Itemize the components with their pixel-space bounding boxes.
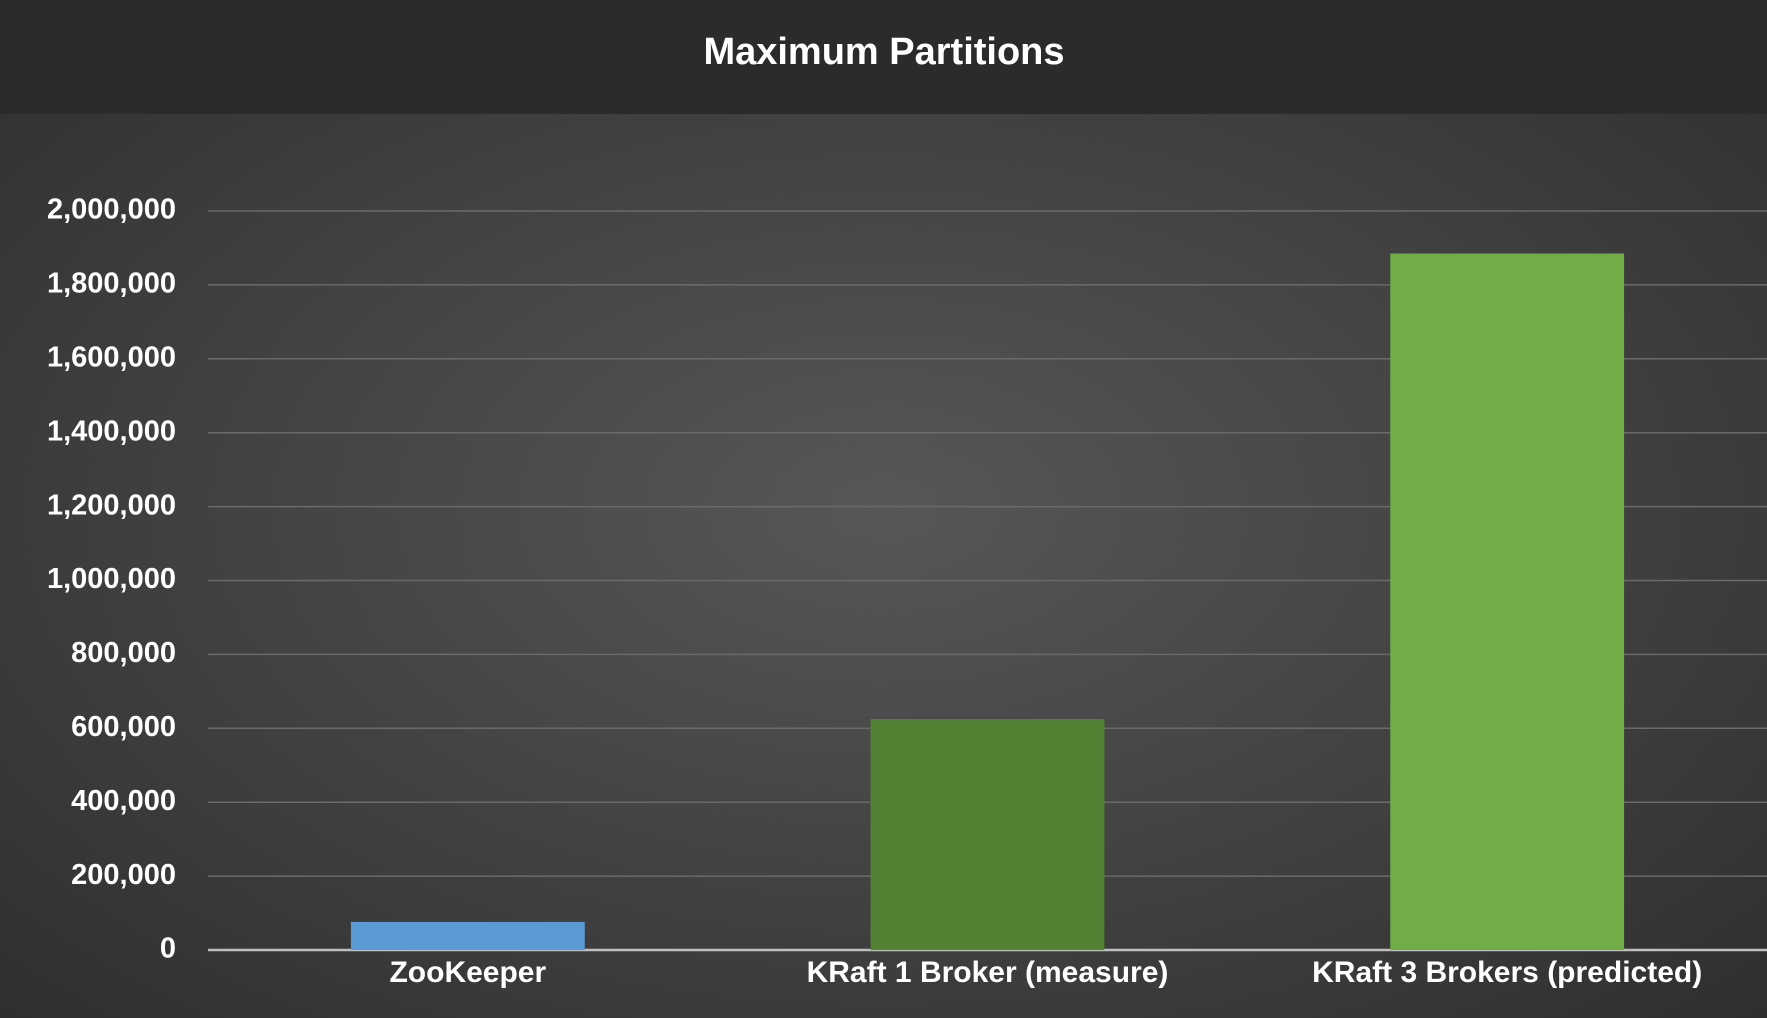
bar <box>870 719 1105 950</box>
x-tick-label: ZooKeeper <box>389 956 546 989</box>
y-tick-label: 1,400,000 <box>47 415 176 447</box>
bar <box>350 921 585 950</box>
y-tick-label: 1,800,000 <box>47 268 176 300</box>
y-tick-label: 200,000 <box>71 859 176 891</box>
y-tick-label: 1,600,000 <box>47 341 176 373</box>
y-tick-label: 2,000,000 <box>47 194 176 226</box>
title-bar <box>0 0 1767 114</box>
x-tick-label: KRaft 3 Brokers (predicted) <box>1312 956 1702 989</box>
y-tick-label: 600,000 <box>71 711 176 743</box>
y-tick-label: 1,200,000 <box>47 489 176 521</box>
x-tick-label: KRaft 1 Broker (measure) <box>807 956 1169 989</box>
y-tick-label: 800,000 <box>71 637 176 669</box>
chart-title: Maximum Partitions <box>703 31 1064 73</box>
y-tick-label: 0 <box>160 933 176 965</box>
y-tick-label: 400,000 <box>71 785 176 817</box>
bar <box>1390 253 1625 950</box>
y-tick-label: 1,000,000 <box>47 563 176 595</box>
